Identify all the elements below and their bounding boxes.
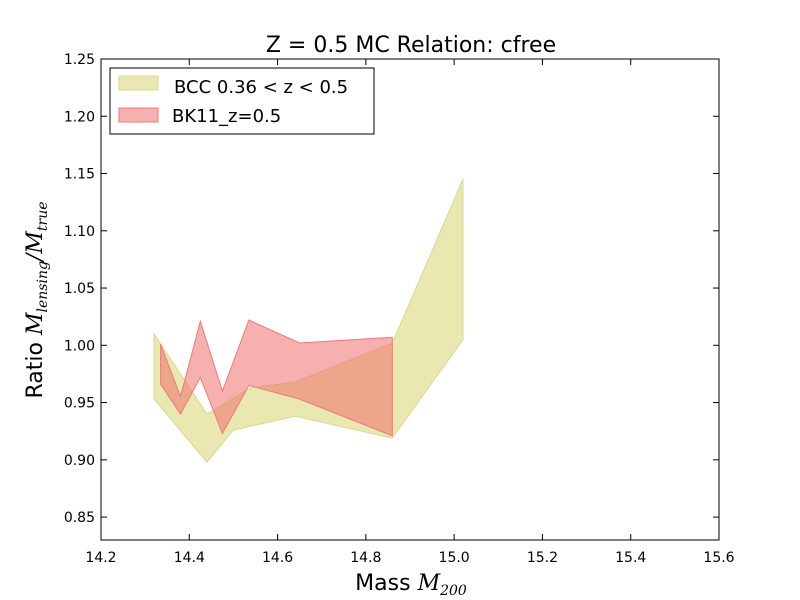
x-tick-label: 14.8 xyxy=(350,550,381,566)
y-tick-label: 0.95 xyxy=(64,396,95,412)
x-tick-label: 15.4 xyxy=(615,550,646,566)
y-tick-label: 0.85 xyxy=(64,510,95,526)
y-axis-subscript-2: true xyxy=(35,201,51,231)
y-tick-label: 1.25 xyxy=(64,52,95,68)
x-axis-subscript: 200 xyxy=(439,583,467,599)
y-tick-label: 1.20 xyxy=(64,109,95,125)
plot-frame xyxy=(100,58,720,541)
x-tick-label: 15.6 xyxy=(703,550,734,566)
series-layer xyxy=(153,179,464,463)
chart-title: Z = 0.5 MC Relation: cfree xyxy=(266,33,556,58)
x-tick-label: 14.6 xyxy=(262,550,293,566)
x-tick-label: 14.4 xyxy=(174,550,205,566)
x-tick-label: 15.2 xyxy=(527,550,558,566)
legend-label-bk11: BK11_z=0.5 xyxy=(172,106,281,127)
ticks-layer: 14.2 14.4 14.6 14.8 15.0 15.2 15.4 15.6 0.85 0.90… xyxy=(64,52,735,566)
y-axis-symbol-1: M xyxy=(23,312,48,336)
y-axis-label: Ratio Mlensing/Mtrue xyxy=(23,201,51,398)
legend: BCC 0.36 < z < 0.5 BK11_z=0.5 xyxy=(109,67,375,135)
y-tick-label: 1.15 xyxy=(64,167,95,183)
y-tick-label: 0.90 xyxy=(64,453,95,469)
legend-swatch-bcc xyxy=(118,75,159,91)
y-axis-symbol-2: M xyxy=(23,231,48,255)
x-axis-label-text: Mass xyxy=(355,571,417,596)
y-axis-label-text: Ratio xyxy=(23,335,48,398)
legend-swatch-bk11 xyxy=(118,107,159,123)
y-axis-slash: / xyxy=(23,251,48,263)
legend-label-bcc: BCC 0.36 < z < 0.5 xyxy=(174,77,348,98)
series-band-1 xyxy=(160,319,393,437)
y-tick-label: 1.05 xyxy=(64,281,95,297)
y-tick-label: 1.10 xyxy=(64,224,95,240)
y-axis-subscript-1: lensing xyxy=(35,261,51,312)
x-tick-label: 14.2 xyxy=(85,550,116,566)
y-tick-label: 1.00 xyxy=(64,338,95,354)
x-tick-label: 15.0 xyxy=(439,550,470,566)
x-axis-symbol: M xyxy=(417,571,441,596)
x-axis-label: Mass M200 xyxy=(355,571,467,599)
